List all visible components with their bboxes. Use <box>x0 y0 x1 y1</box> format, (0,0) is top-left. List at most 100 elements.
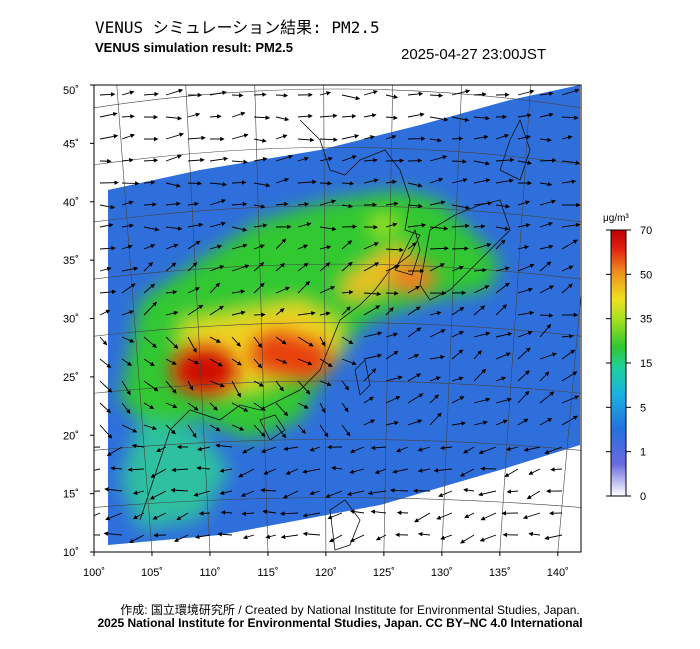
wind-arrow <box>385 201 399 207</box>
wind-arrow <box>385 134 397 140</box>
wind-arrow <box>121 402 131 414</box>
wind-arrow <box>319 286 336 294</box>
wind-arrow <box>209 156 229 162</box>
coastline <box>354 359 371 396</box>
wind-arrow <box>132 490 145 495</box>
wind-arrow <box>143 424 157 431</box>
wind-arrow <box>99 134 119 140</box>
wind-arrow <box>282 490 299 499</box>
wind-arrow <box>302 531 321 537</box>
wind-arrow <box>297 262 309 272</box>
wind-arrow <box>433 468 453 473</box>
wind-arrow <box>149 490 167 500</box>
wind-arrow <box>451 265 464 272</box>
wind-arrow <box>539 285 555 294</box>
wind-arrow <box>550 467 563 472</box>
wind-arrow <box>517 223 531 228</box>
wind-arrow <box>436 512 453 520</box>
wind-arrow <box>275 358 288 364</box>
wind-arrow <box>187 201 199 207</box>
wind-arrow <box>253 223 268 228</box>
wind-arrow <box>539 137 552 143</box>
wind-arrow <box>297 156 309 162</box>
wind-arrow <box>94 468 101 471</box>
wind-arrow <box>341 402 349 413</box>
wind-arrow <box>429 412 442 426</box>
wind-arrow <box>495 352 511 360</box>
wind-arrow <box>385 222 398 228</box>
wind-arrow <box>417 468 431 473</box>
wind-arrow <box>440 445 453 451</box>
wind-arrow <box>528 468 541 475</box>
wind-arrow <box>341 261 353 272</box>
wind-arrow <box>341 113 357 119</box>
wind-arrow <box>253 115 271 120</box>
wind-arrow <box>473 305 486 316</box>
wind-arrow <box>231 380 241 398</box>
lat-label: 20˚ <box>63 430 79 442</box>
wind-arrow <box>473 224 486 229</box>
wind-arrow <box>302 468 321 474</box>
wind-arrow <box>104 487 123 492</box>
wind-arrow <box>528 531 541 537</box>
wind-arrow <box>495 304 508 316</box>
wind-arrow <box>143 91 159 97</box>
wind-arrow <box>187 222 204 228</box>
wind-arrow <box>99 112 118 118</box>
wind-arrow <box>279 511 299 516</box>
wind-arrow <box>319 156 333 162</box>
wind-arrow <box>341 94 361 101</box>
wind-arrow <box>463 446 475 454</box>
wind-arrow <box>539 112 554 118</box>
wind-arrow <box>263 468 277 475</box>
wind-arrow <box>544 446 563 455</box>
wind-arrow <box>165 182 181 188</box>
wind-arrow <box>121 310 135 316</box>
wind-arrow <box>297 402 309 409</box>
wind-arrow <box>121 358 132 366</box>
wind-arrow <box>341 134 360 140</box>
wind-arrow <box>187 262 198 272</box>
wind-arrow <box>209 358 223 367</box>
wind-arrow <box>143 283 156 294</box>
wind-arrow <box>275 336 287 345</box>
wind-arrow <box>561 283 573 294</box>
wind-arrow <box>209 182 228 187</box>
license-text: 2025 National Institute for Environmenta… <box>97 616 583 630</box>
wind-arrow <box>479 534 497 542</box>
latitude-line <box>94 497 581 508</box>
longitude-line <box>323 85 327 552</box>
wind-arrow <box>539 158 557 163</box>
wind-arrow <box>429 354 445 360</box>
wind-arrow <box>253 204 266 209</box>
wind-arrow <box>363 331 383 338</box>
wind-arrow <box>561 371 578 382</box>
wind-arrow <box>187 135 206 141</box>
longitude-line <box>383 85 393 552</box>
wind-arrow <box>429 394 439 404</box>
wind-arrow <box>231 402 249 412</box>
wind-arrow <box>341 358 357 366</box>
wind-arrow <box>341 155 357 162</box>
wind-arrow <box>197 446 211 452</box>
lat-label: 10˚ <box>63 547 79 559</box>
wind-arrow <box>451 178 468 184</box>
wind-arrow <box>253 182 271 188</box>
wind-arrow <box>319 199 337 206</box>
wind-arrow <box>319 226 337 232</box>
wind-arrow <box>495 134 510 140</box>
wind-arrow <box>407 419 423 426</box>
longitude-line <box>185 85 211 552</box>
wind-arrow <box>478 446 497 455</box>
wind-arrow <box>231 111 246 118</box>
wind-arrow <box>196 465 211 471</box>
wind-arrow <box>346 490 365 496</box>
wind-arrow <box>506 489 519 494</box>
wind-arrow <box>143 336 157 348</box>
latitude-line <box>94 380 581 394</box>
wind-arrow <box>198 511 211 516</box>
wind-arrow <box>407 327 422 338</box>
wind-arrow <box>429 177 444 184</box>
wind-arrow <box>275 262 286 272</box>
